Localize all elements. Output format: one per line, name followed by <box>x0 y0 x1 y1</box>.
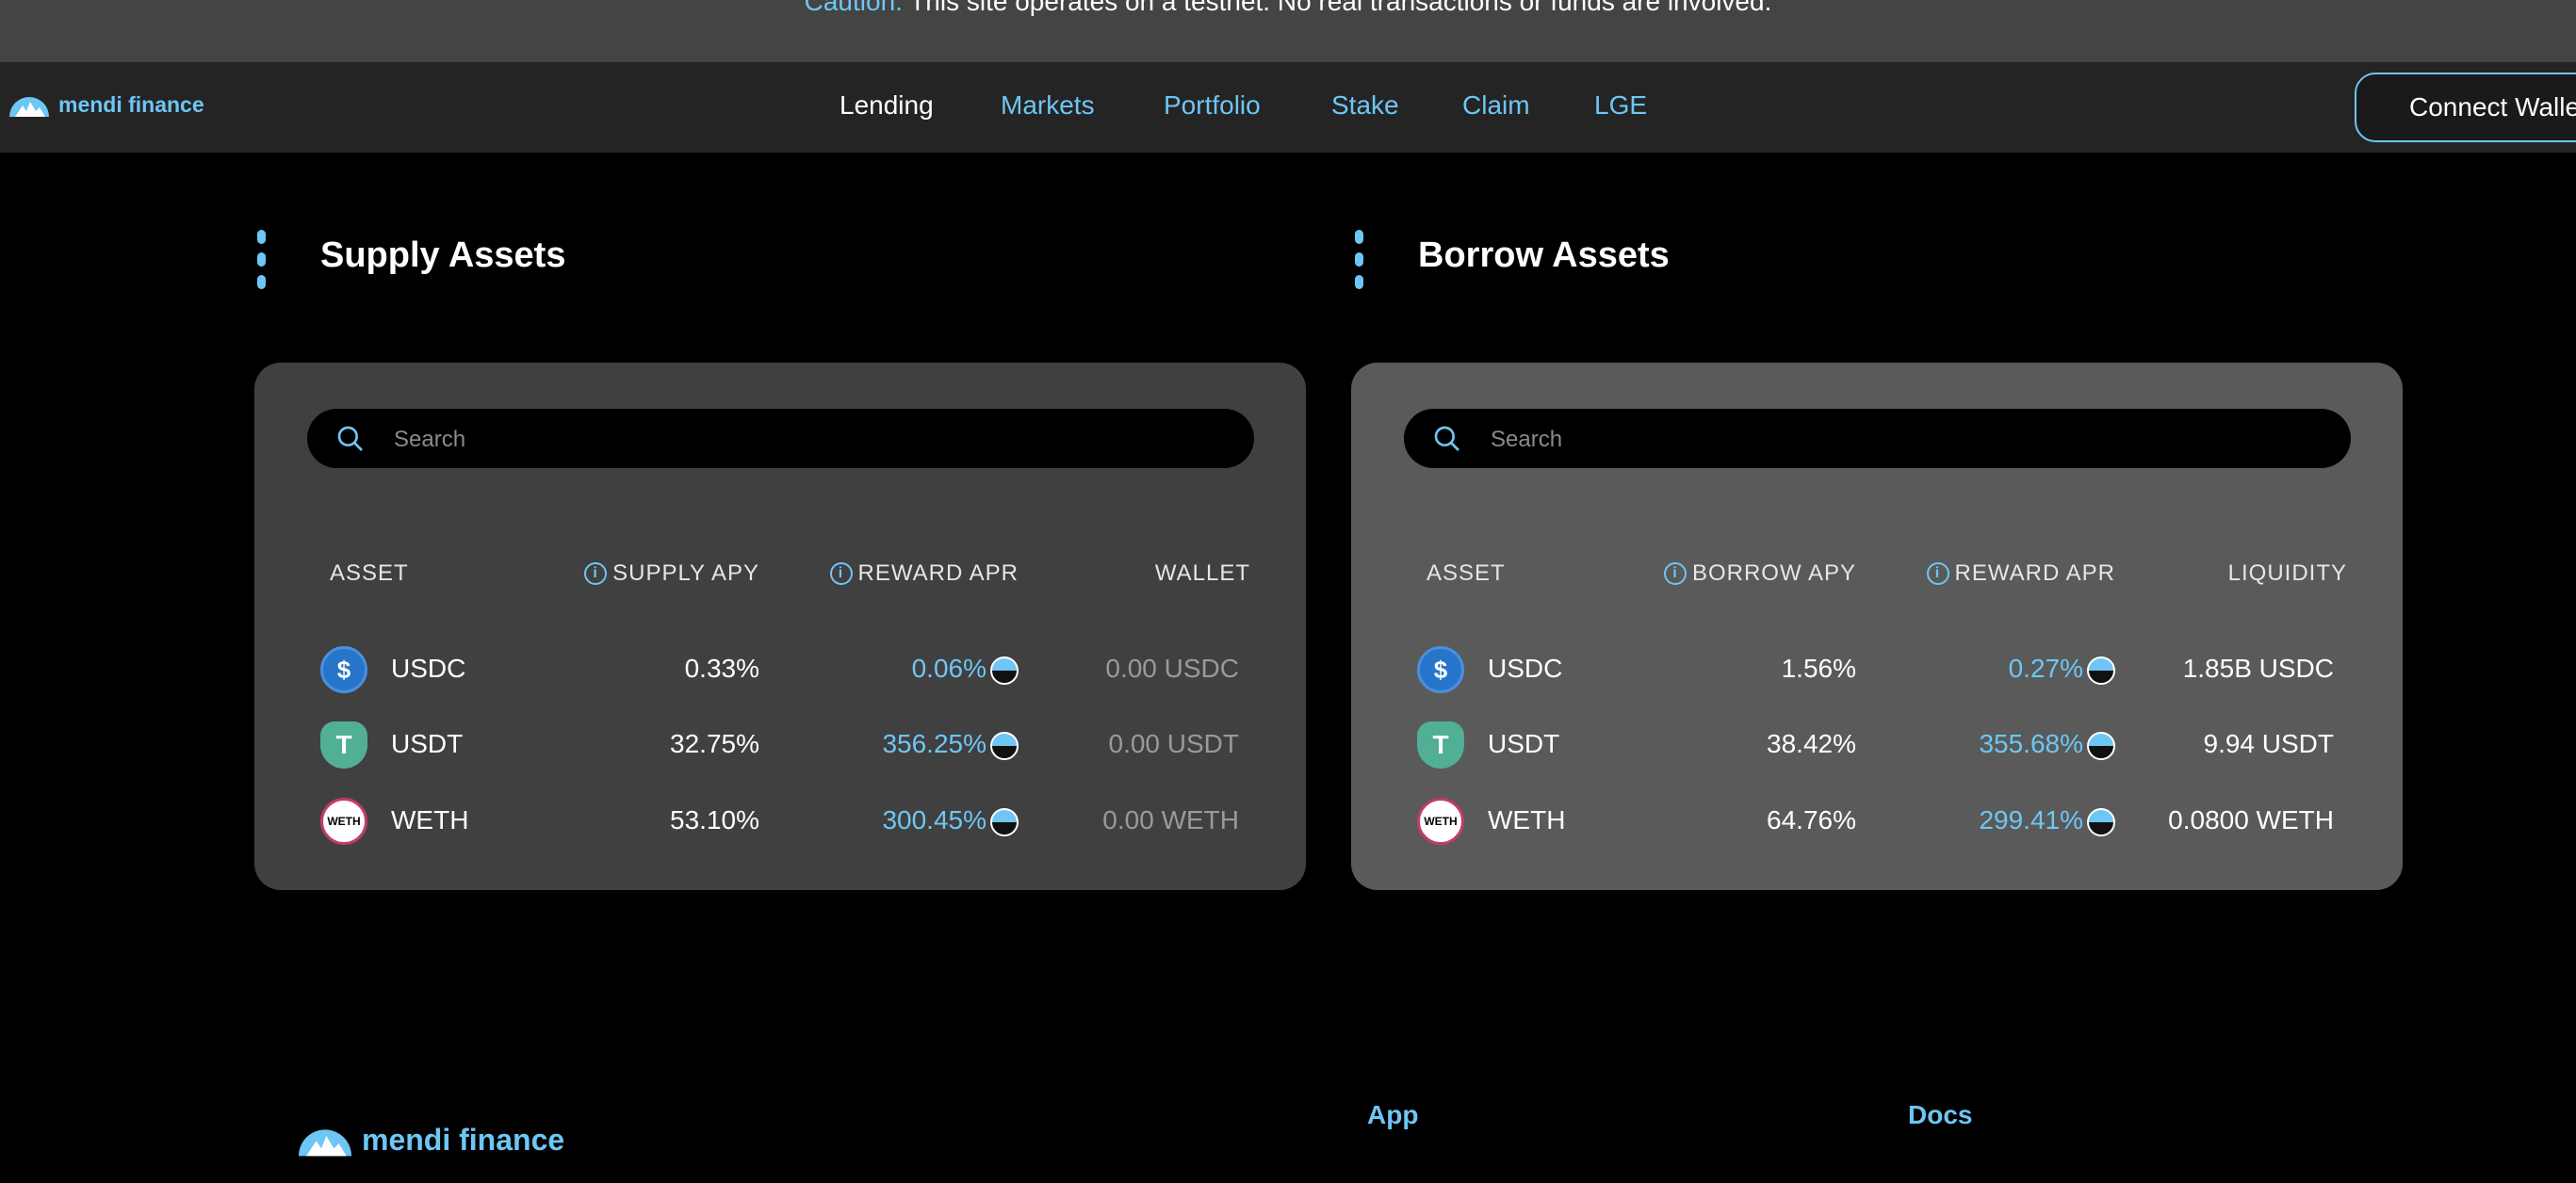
borrow-panel: Search ASSET i BORROW APY i REWARD APR LIQUID… <box>1351 363 2403 890</box>
column-header[interactable]: i BORROW APY <box>1663 560 1856 587</box>
wallet-balance: 0.00 WETH <box>1102 805 1239 835</box>
nav-lending[interactable]: Lending <box>840 90 934 120</box>
section-dots-icon <box>257 230 267 289</box>
reward-apr-value: 300.45% <box>882 805 986 835</box>
mendi-token-icon <box>2087 656 2115 685</box>
mendi-token-icon <box>990 807 1019 836</box>
footer-brand-name: mendi finance <box>362 1122 565 1157</box>
usdc-icon: $ <box>1417 646 1464 693</box>
apy-value: 53.10% <box>670 805 759 835</box>
asset-row[interactable]: $ USDC 1.56% 0.27% 1.85B USDC <box>1351 642 2403 699</box>
column-header: WALLET <box>1154 560 1250 586</box>
apy-value: 38.42% <box>1767 729 1856 758</box>
testnet-banner: Caution: This site operates on a testnet… <box>0 0 2576 62</box>
asset-row[interactable]: T USDT 38.42% 355.68% 9.94 USDT <box>1351 718 2403 774</box>
footer-docs-heading: Docs <box>1908 1100 1973 1129</box>
asset-row[interactable]: $ USDC 0.33% 0.06% 0.00 USDC <box>254 642 1306 699</box>
section-dots-icon <box>1355 230 1364 289</box>
nav-portfolio[interactable]: Portfolio <box>1164 90 1261 120</box>
reward-apr-value: 355.68% <box>1979 729 2083 758</box>
brand-name: mendi finance <box>58 91 204 117</box>
search-icon <box>1434 426 1459 451</box>
asset-row[interactable]: WETH WETH 64.76% 299.41% 0.0800 WETH <box>1351 794 2403 851</box>
search-input-container[interactable]: Search <box>307 409 1254 468</box>
column-header-asset: ASSET <box>1427 560 1506 586</box>
apy-value: 0.33% <box>684 654 759 683</box>
search-field[interactable]: Search <box>394 419 1148 458</box>
reward-apr-value: 0.06% <box>911 654 986 683</box>
footer-app-heading: App <box>1367 1100 1419 1129</box>
asset-row[interactable]: WETH WETH 53.10% 300.45% 0.00 WETH <box>254 794 1306 851</box>
mendi-token-icon <box>990 731 1019 760</box>
nav-stake[interactable]: Stake <box>1331 90 1399 120</box>
wallet-balance: 0.00 USDC <box>1105 654 1239 683</box>
brand-logo[interactable]: mendi finance <box>8 90 204 119</box>
search-field[interactable]: Search <box>1491 419 2244 458</box>
mountain-logo-icon <box>299 1129 351 1157</box>
asset-name: USDT <box>1488 729 1560 758</box>
search-input[interactable] <box>394 419 1148 458</box>
liquidity-value: 1.85B USDC <box>2182 654 2334 683</box>
mountain-logo-icon <box>9 97 49 117</box>
supply-title: Supply Assets <box>320 235 566 275</box>
asset-name: WETH <box>1488 805 1566 835</box>
asset-name: WETH <box>391 805 469 835</box>
column-header[interactable]: i REWARD APR <box>829 560 1019 587</box>
mendi-token-icon <box>2087 731 2115 760</box>
reward-apr-value: 299.41% <box>1979 805 2083 835</box>
asset-name: USDC <box>391 654 466 683</box>
info-icon[interactable]: i <box>1663 562 1687 585</box>
column-header[interactable]: i REWARD APR <box>1926 560 2115 587</box>
reward-apr-value: 0.27% <box>2008 654 2083 683</box>
nav-claim[interactable]: Claim <box>1462 90 1530 120</box>
weth-icon: WETH <box>320 798 367 845</box>
column-header[interactable]: i SUPPLY APY <box>584 560 759 587</box>
nav-lge[interactable]: LGE <box>1594 90 1648 120</box>
asset-name: USDC <box>1488 654 1563 683</box>
mendi-token-icon <box>2087 807 2115 836</box>
liquidity-value: 9.94 USDT <box>2203 729 2335 758</box>
asset-row[interactable]: T USDT 32.75% 356.25% 0.00 USDT <box>254 718 1306 774</box>
search-icon <box>337 426 363 451</box>
nav-markets[interactable]: Markets <box>1001 90 1095 120</box>
supply-panel: Search ASSET i SUPPLY APY i REWARD APR WALLET… <box>254 363 1306 890</box>
liquidity-value: 0.0800 WETH <box>2168 805 2334 835</box>
wallet-balance: 0.00 USDT <box>1108 729 1240 758</box>
info-icon[interactable]: i <box>584 562 608 585</box>
usdt-icon: T <box>320 721 367 769</box>
info-icon[interactable]: i <box>1926 562 1949 585</box>
reward-apr-value: 356.25% <box>882 729 986 758</box>
apy-value: 32.75% <box>670 729 759 758</box>
borrow-title: Borrow Assets <box>1418 235 1670 275</box>
footer-logo[interactable]: mendi finance <box>296 1121 564 1159</box>
search-input[interactable] <box>1491 419 2244 458</box>
usdt-icon: T <box>1417 721 1464 769</box>
weth-icon: WETH <box>1417 798 1464 845</box>
column-header: LIQUIDITY <box>2227 560 2347 586</box>
search-input-container[interactable]: Search <box>1404 409 2351 468</box>
apy-value: 1.56% <box>1781 654 1856 683</box>
info-icon[interactable]: i <box>829 562 853 585</box>
connect-wallet-button[interactable]: Connect Wallet <box>2355 73 2576 142</box>
mendi-token-icon <box>990 656 1019 685</box>
column-header-asset: ASSET <box>330 560 409 586</box>
caution-label: Caution: <box>804 0 903 16</box>
apy-value: 64.76% <box>1767 805 1856 835</box>
asset-name: USDT <box>391 729 464 758</box>
top-nav: mendi finance Lending Markets Portfolio … <box>0 62 2576 153</box>
usdc-icon: $ <box>320 646 367 693</box>
caution-text: This site operates on a testnet. No real… <box>902 0 1772 16</box>
